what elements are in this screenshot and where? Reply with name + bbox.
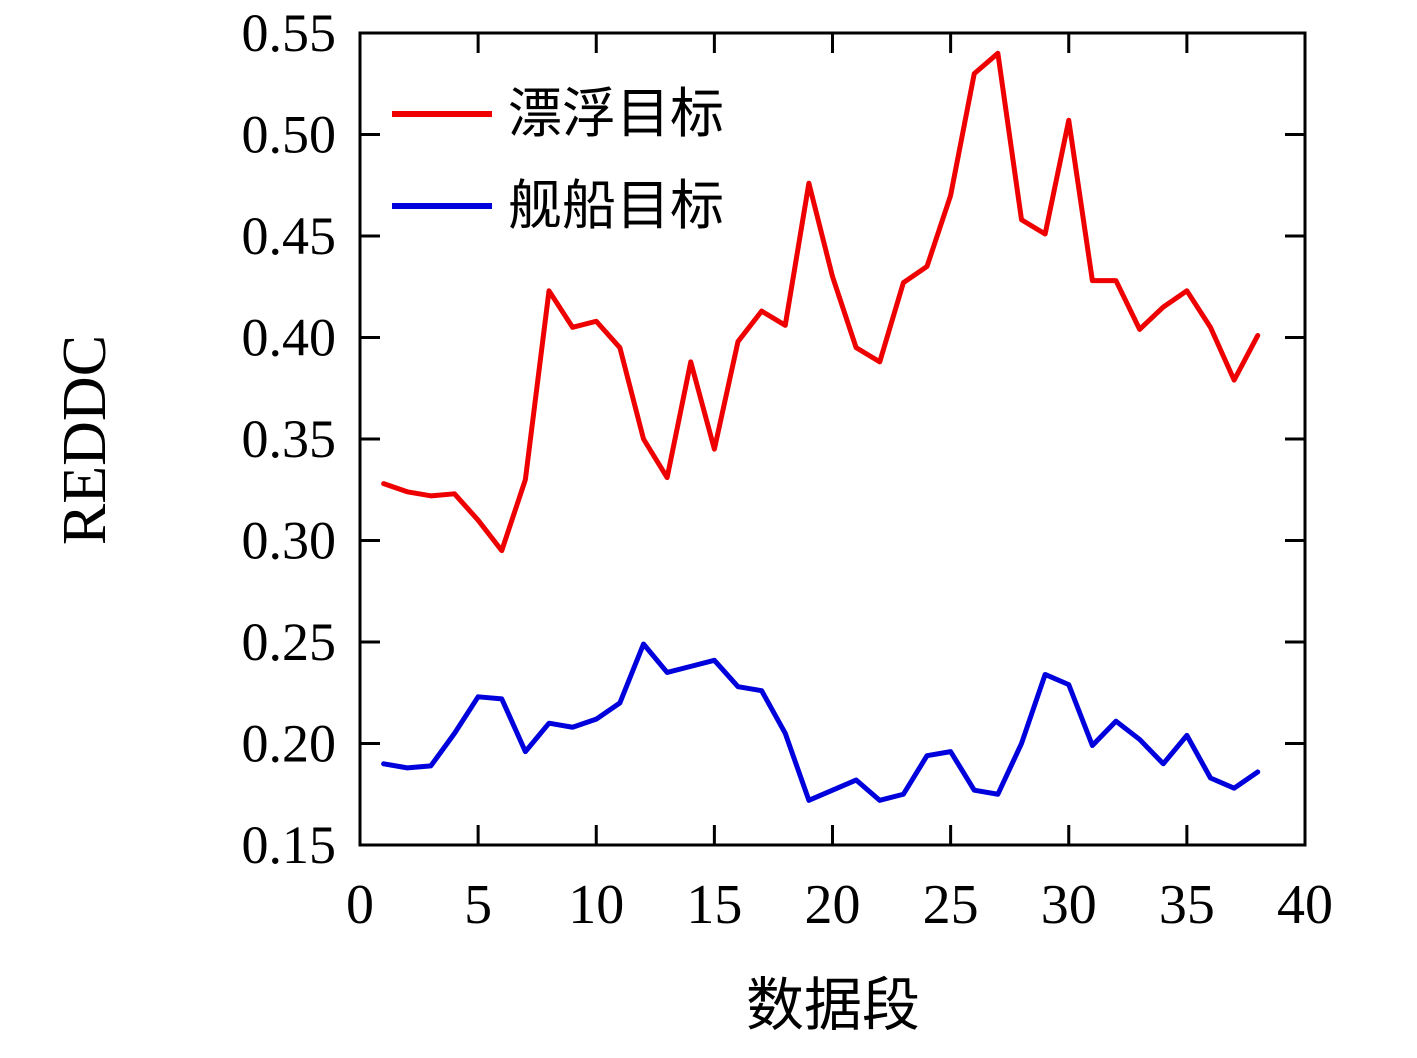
legend-label-floating-target: 漂浮目标 <box>508 84 724 144</box>
x-tick-label: 25 <box>923 874 979 936</box>
legend-item-floating-target: 漂浮目标 <box>392 68 724 160</box>
y-axis-label: REDDC <box>51 335 119 545</box>
x-tick-label: 10 <box>568 874 624 936</box>
y-tick-label: 0.45 <box>242 206 337 266</box>
x-tick-label: 20 <box>805 874 861 936</box>
x-tick-label: 35 <box>1159 874 1215 936</box>
series-line-0 <box>381 50 1261 554</box>
legend-swatch-ship-target <box>392 203 492 209</box>
y-tick-label: 0.50 <box>242 105 337 165</box>
y-tick-label: 0.20 <box>242 714 337 774</box>
legend-item-ship-target: 舰船目标 <box>392 160 724 252</box>
x-tick-label: 5 <box>464 874 492 936</box>
legend-label-ship-target: 舰船目标 <box>508 176 724 236</box>
x-tick-label: 0 <box>346 874 374 936</box>
y-tick-label: 0.40 <box>242 308 337 368</box>
y-tick-label: 0.15 <box>242 815 337 875</box>
y-tick-label: 0.35 <box>242 409 337 469</box>
y-tick-label: 0.30 <box>242 511 337 571</box>
x-tick-label: 30 <box>1041 874 1097 936</box>
legend-swatch-floating-target <box>392 111 492 117</box>
x-tick-label: 15 <box>686 874 742 936</box>
legend: 漂浮目标 舰船目标 <box>392 68 724 252</box>
x-tick-label: 40 <box>1277 874 1333 936</box>
series-line-1 <box>381 641 1261 803</box>
y-tick-label: 0.55 <box>242 3 337 63</box>
y-tick-label: 0.25 <box>242 612 337 672</box>
x-axis-label: 数据段 <box>746 973 920 1038</box>
